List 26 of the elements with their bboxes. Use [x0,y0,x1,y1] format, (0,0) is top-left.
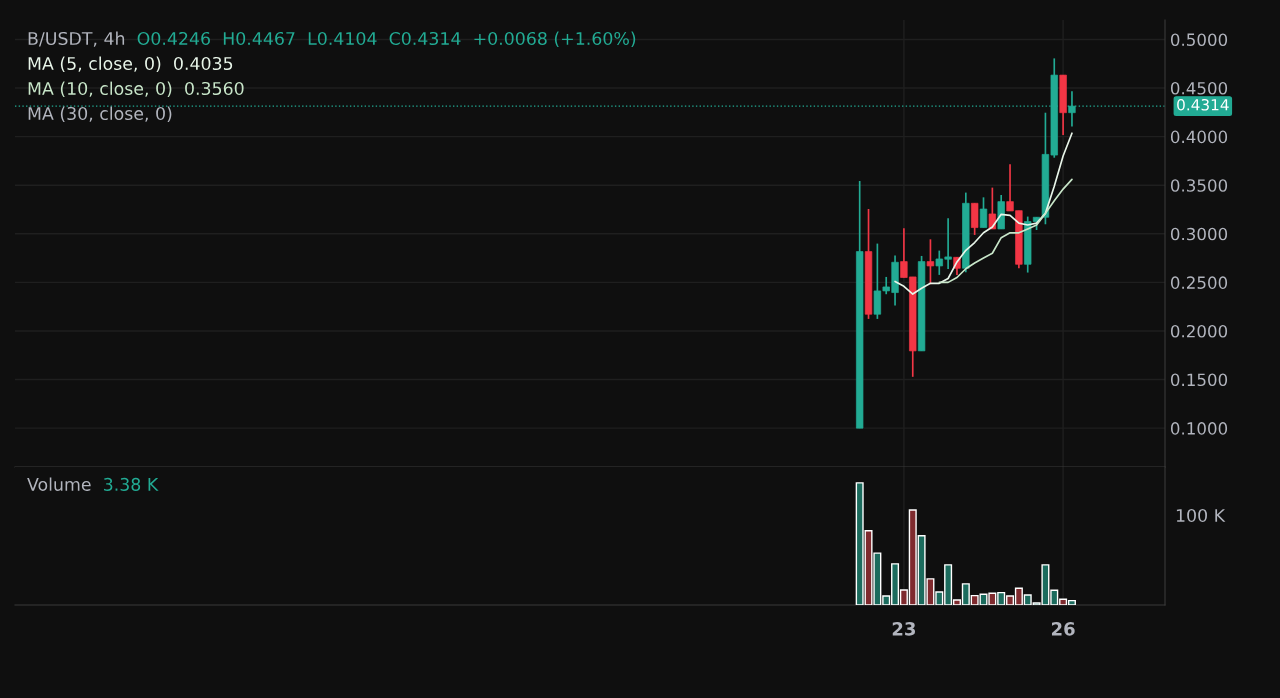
text: 100 K [1176,508,1226,523]
x-tick-label: 26 [1051,621,1075,636]
chart-title: Volume [27,477,91,491]
annotation: MA (30, close, 0) [28,106,172,123]
y-tick-label: 0.2000 [1170,324,1228,338]
y-tick-label: 0.3000 [1170,227,1228,241]
x-tick-label: 23 [892,621,916,636]
y-tick-label: 0.1500 [1170,373,1228,387]
annotation: C0.4314 [389,31,461,46]
text: B/USDT, 4h [28,31,125,47]
y-tick-label: 0.2500 [1170,276,1228,289]
annotation: +0.0068 (+1.60%) [474,31,636,48]
y-tick-label: 0.3500 [1170,179,1228,192]
y-tick-label: 0.5000 [1170,33,1228,46]
text: MA (5, close, 0) [28,56,161,73]
y-tick-label: 0.4500 [1170,81,1228,95]
y-tick-label: 0.1000 [1170,422,1228,435]
annotation: 0.4035 [174,56,233,71]
annotation: O0.4246 [137,31,210,46]
annotation: L0.4104 [308,31,377,46]
annotation: 3.38 K [104,477,159,491]
annotation: H0.4467 [223,31,295,46]
ref-line-label: 0.4314 [1177,98,1229,111]
text: MA (10, close, 0) [28,81,172,98]
y-tick-label: 0.4000 [1170,130,1228,144]
annotation: 0.3560 [185,81,244,96]
